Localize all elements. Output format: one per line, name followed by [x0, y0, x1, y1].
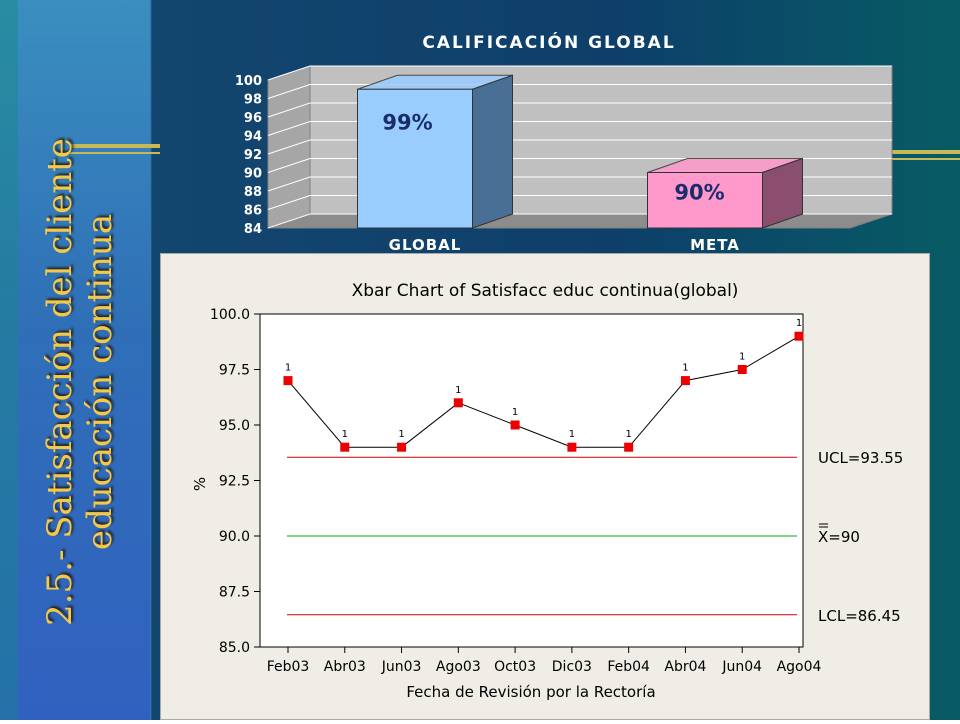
xbar-x-tick-label: Jun03: [381, 659, 422, 675]
xbar-series: 1 1 1 1 1 1 1 1 1 1: [283, 318, 804, 452]
xbar-x-tick-label: Feb03: [267, 659, 310, 675]
bar-front-face: [647, 172, 763, 229]
bar-chart-y-tick: 96: [244, 111, 262, 126]
xbar-y-tick-label: 90.0: [219, 529, 250, 545]
xbar-point-flag: 1: [796, 318, 802, 329]
xbar-data-point: [680, 376, 690, 386]
bar-data-label: 90%: [674, 181, 724, 205]
xbar-lcl-label: LCL=86.45: [818, 607, 901, 625]
xbar-plot-area: [259, 313, 804, 648]
xbar-y-tick-label: 100.0: [210, 307, 250, 323]
bar-meta: 90%: [647, 157, 803, 229]
xbar-point-flag: 1: [398, 429, 404, 440]
xbar-y-tick-label: 95.0: [219, 418, 250, 434]
bar-chart-title: CALIFICACIÓN GLOBAL: [422, 31, 675, 53]
bar-chart-y-tick: 100: [235, 74, 262, 89]
xbar-x-tick-label: Oct03: [494, 659, 536, 675]
bar-side-face: [472, 74, 513, 229]
xbar-data-point: [737, 365, 747, 374]
xbar-y-tick-label: 92.5: [219, 474, 250, 490]
xbar-point-flag: 1: [342, 429, 348, 440]
xbar-x-tick-label: Jun04: [721, 659, 762, 675]
xbar-point-flag: 1: [569, 429, 575, 440]
xbar-data-point: [794, 331, 804, 341]
xbar-chart: Xbar Chart of Satisfacc educ continua(gl…: [191, 281, 903, 701]
bar-chart-x-tick: GLOBAL: [389, 236, 462, 254]
xbar-y-axis-label: %: [191, 477, 209, 491]
decor-line: [890, 158, 960, 160]
xbar-data-point: [397, 442, 407, 452]
bar-chart-gridline: [267, 121, 892, 136]
xbar-ucl-label: UCL=93.55: [818, 449, 903, 467]
xbar-y-tick-label: 97.5: [219, 363, 250, 379]
xbar-data-point: [510, 420, 520, 430]
decor-line: [70, 152, 160, 154]
xbar-control-limits: UCL=93.55 X=90 LCL=86.45: [287, 449, 903, 625]
bar-chart-gridline: [267, 65, 892, 81]
bar-chart-x-tick: META: [690, 236, 740, 254]
bar-chart-y-tick: 84: [244, 222, 262, 237]
xbar-data-point: [283, 376, 293, 386]
bar-chart-bars: 99% 90%: [357, 74, 803, 229]
bar-chart-y-tick: 86: [244, 204, 262, 219]
bar-chart-y-tick: 90: [244, 167, 262, 182]
xbar-x-tick-label: Abr03: [324, 659, 366, 675]
xbar-x-tick-label: Dic03: [552, 659, 592, 675]
xbar-chart-panel: Xbar Chart of Satisfacc educ continua(gl…: [160, 253, 930, 720]
xbar-x-axis-label: Fecha de Revisión por la Rectoría: [406, 683, 655, 701]
bar-chart-gridline: [267, 139, 892, 155]
global-score-bar-chart: CALIFICACIÓN GLOBAL 8486889092949698100 …: [235, 31, 893, 254]
bar-chart-y-tick: 94: [244, 130, 262, 145]
xbar-x-axis: Feb03 Abr03 Jun03 Ago03 Oct03 Dic03 Feb04 Abr04…: [267, 647, 822, 675]
xbar-y-tick-label: 87.5: [219, 585, 250, 601]
xbar-point-flag: 1: [625, 429, 631, 440]
xbar-x-tick-label: Ago03: [436, 659, 481, 675]
bar-data-label: 99%: [382, 110, 432, 134]
xbar-center-label: X=90: [818, 528, 860, 546]
xbar-data-point: [453, 398, 463, 408]
xbar-point-flag: 1: [455, 385, 461, 396]
xbar-x-tick-label: Feb04: [607, 659, 650, 675]
xbar-y-axis: 85.0 87.5 90.0 92.5 95.0 97.5 100.0: [210, 307, 260, 656]
xbar-point-flag: 1: [285, 363, 291, 374]
decor-line: [890, 150, 960, 154]
decor-line: [70, 144, 160, 148]
left-band: [0, 0, 150, 720]
bar-chart-y-axis: 84 86 88 90 92 94 96 98 100: [235, 74, 262, 237]
bar-chart-y-tick: 98: [244, 93, 262, 108]
xbar-x-tick-label: Abr04: [664, 659, 706, 675]
bar-chart-y-tick: 92: [244, 148, 262, 163]
bar-front-face: [357, 88, 473, 229]
xbar-point-flag: 1: [739, 352, 745, 363]
xbar-point-flag: 1: [512, 407, 518, 418]
xbar-x-tick-label: Ago04: [777, 659, 822, 675]
xbar-chart-title: Xbar Chart of Satisfacc educ continua(gl…: [352, 281, 739, 301]
xbar-data-point: [567, 442, 577, 452]
xbar-data-point: [624, 442, 634, 452]
xbar-data-point: [340, 442, 350, 452]
xbar-series-line: [287, 335, 800, 448]
xbar-y-tick-label: 85.0: [219, 640, 250, 656]
bar-chart-y-tick: 88: [244, 185, 262, 200]
bar-chart-x-axis: GLOBAL META: [389, 236, 740, 254]
bar-global: 99%: [357, 74, 513, 229]
bar-chart-gridline: [267, 102, 892, 118]
xbar-point-flag: 1: [682, 363, 688, 374]
bar-chart-gridline: [267, 84, 892, 99]
